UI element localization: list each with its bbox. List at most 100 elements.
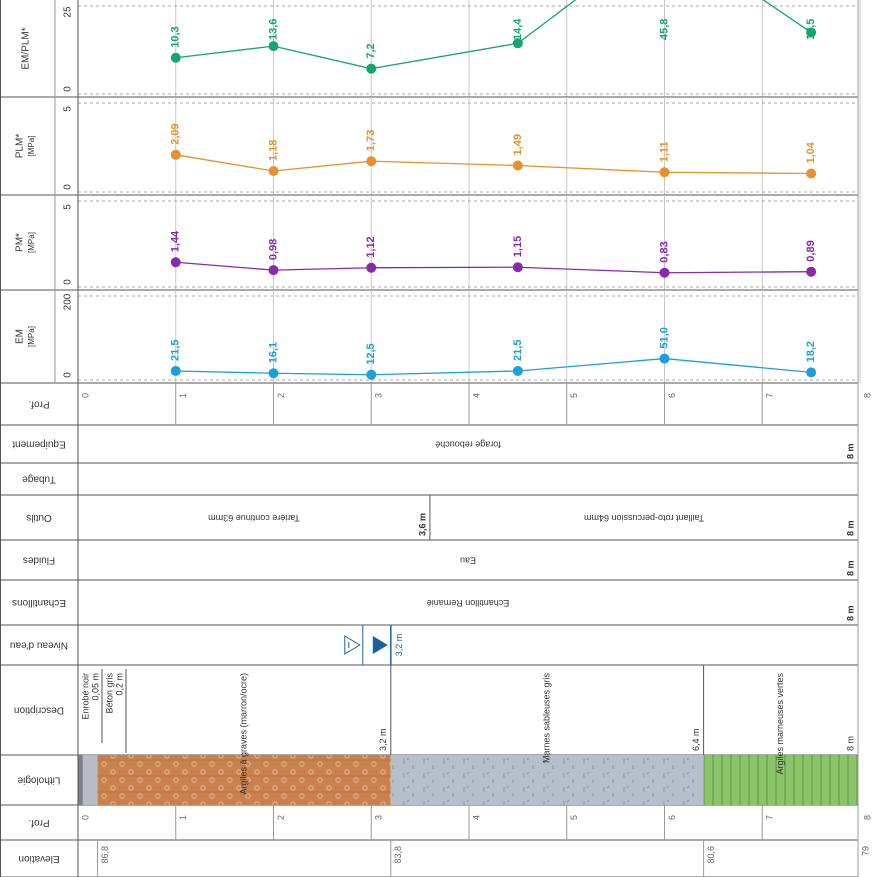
depth-tick-label: 8 bbox=[862, 393, 872, 398]
depth-tick-label: 0 bbox=[80, 815, 90, 820]
depth-tick-label: 8 bbox=[862, 815, 872, 820]
data-point bbox=[513, 262, 523, 272]
row-label: Outils bbox=[26, 512, 52, 523]
data-label: 7,2 bbox=[365, 43, 377, 58]
depth-tick-label: 4 bbox=[471, 393, 481, 398]
data-label: 18,2 bbox=[805, 341, 817, 362]
axis-label: PM* bbox=[15, 233, 26, 252]
data-point bbox=[806, 267, 816, 277]
data-label: 0,98 bbox=[267, 239, 279, 260]
layer-name: Marnes sableuses gris bbox=[542, 673, 552, 764]
row-label: Niveau d'eau bbox=[10, 639, 68, 650]
data-point bbox=[366, 64, 376, 74]
depth-tick-label: 0 bbox=[80, 393, 90, 398]
data-label: 1,49 bbox=[512, 134, 524, 155]
axis-unit: [MPa] bbox=[27, 326, 36, 347]
segment-end-label: 8 m bbox=[845, 520, 855, 536]
data-label: 0,83 bbox=[658, 241, 670, 262]
layer-depth: 0,2 m bbox=[114, 673, 124, 696]
data-point bbox=[513, 366, 523, 376]
segment-text: Echantillon Remanié bbox=[427, 598, 510, 608]
row-label: Prof. bbox=[28, 817, 49, 828]
depth-tick-label: 3 bbox=[374, 393, 384, 398]
depth-tick-label: 7 bbox=[765, 393, 775, 398]
data-label: 12,5 bbox=[365, 343, 377, 364]
data-label: 2,09 bbox=[170, 123, 182, 144]
data-label: 1,18 bbox=[267, 140, 279, 161]
depth-tick-label: 4 bbox=[471, 815, 481, 820]
layer-name: Argiles marneuses vertes bbox=[775, 673, 785, 775]
data-label: 0,89 bbox=[805, 240, 817, 261]
segment-end-label: 3,6 m bbox=[417, 513, 427, 536]
y-tick-label: 0 bbox=[63, 86, 74, 92]
row-label: Echantillons bbox=[12, 597, 66, 608]
data-label: 1,12 bbox=[365, 236, 377, 257]
row-label: Equipement bbox=[12, 438, 66, 449]
data-point bbox=[171, 150, 181, 160]
elevation-label: 80,6 bbox=[706, 846, 716, 864]
data-point bbox=[806, 168, 816, 178]
data-point bbox=[366, 263, 376, 273]
layer-depth: 6,4 m bbox=[691, 728, 701, 751]
axis-unit: [MPa] bbox=[27, 232, 36, 253]
row-label: Fluides bbox=[23, 554, 55, 565]
axis-label: EM/PLM* bbox=[21, 27, 32, 69]
data-label: 17,5 bbox=[805, 19, 817, 40]
data-label: 16,1 bbox=[267, 342, 279, 363]
litho-layer bbox=[78, 755, 83, 805]
layer-name: Enrobé noir bbox=[80, 673, 90, 720]
elevation-label: 86,8 bbox=[100, 846, 110, 864]
page: {"chart_data": [ {"type": "line", "ylabe… bbox=[0, 0, 875, 877]
segment-text: forage rebouché bbox=[435, 440, 501, 450]
depth-tick-label: 1 bbox=[178, 393, 188, 398]
data-point bbox=[269, 368, 279, 378]
layer-depth: 0,05 m bbox=[90, 673, 100, 701]
depth-tick-label: 5 bbox=[569, 393, 579, 398]
layer-depth: 3,2 m bbox=[378, 728, 388, 751]
y-tick-label: 0 bbox=[63, 372, 74, 378]
row-label: Tubage bbox=[22, 473, 56, 484]
y-tick-label: 5 bbox=[63, 106, 74, 112]
data-point bbox=[171, 366, 181, 376]
data-label: 1,11 bbox=[658, 141, 670, 162]
litho-layer bbox=[83, 755, 98, 805]
data-label: 51,0 bbox=[658, 327, 670, 348]
axis-unit: [MPa] bbox=[27, 136, 36, 157]
data-point bbox=[171, 257, 181, 267]
data-label: 13,6 bbox=[267, 19, 279, 40]
log-sheet: EM/PLM*02510,313,67,214,445,817,5PLM*[MP… bbox=[0, 0, 875, 877]
data-point bbox=[269, 41, 279, 51]
depth-tick-label: 5 bbox=[569, 815, 579, 820]
row-label: Elevation bbox=[18, 853, 59, 864]
layer-name: Argiles à graves (marron/ocre) bbox=[239, 673, 249, 795]
data-label: 10,3 bbox=[170, 26, 182, 47]
data-point bbox=[806, 367, 816, 377]
row-label: Prof. bbox=[28, 398, 49, 409]
water-symbol bbox=[373, 636, 388, 654]
data-point bbox=[366, 156, 376, 166]
depth-tick-label: 6 bbox=[667, 815, 677, 820]
data-point bbox=[171, 53, 181, 63]
data-label: 1,73 bbox=[365, 130, 377, 151]
depth-tick-label: 6 bbox=[667, 393, 677, 398]
data-point bbox=[660, 354, 670, 364]
depth-tick-label: 3 bbox=[374, 815, 384, 820]
data-point bbox=[513, 160, 523, 170]
y-tick-label: 25 bbox=[63, 6, 74, 18]
segment-end-label: 8 m bbox=[845, 443, 855, 459]
row-label: Description bbox=[14, 704, 64, 715]
row-label: Lithologie bbox=[17, 774, 60, 785]
data-label: 21,5 bbox=[512, 340, 524, 361]
segment-text: Eau bbox=[460, 556, 476, 566]
water-level-label: 3,2 m bbox=[394, 634, 404, 657]
data-point bbox=[660, 268, 670, 278]
depth-tick-label: 2 bbox=[276, 393, 286, 398]
depth-tick-label: 1 bbox=[178, 815, 188, 820]
data-point bbox=[269, 166, 279, 176]
axis-label: PLM* bbox=[15, 134, 26, 159]
y-tick-label: 200 bbox=[63, 293, 74, 310]
axis-label: EM bbox=[15, 329, 26, 344]
segment-text: Taillant roto-percussion 64mm bbox=[584, 513, 704, 523]
segment-text: Tarière continue 63mm bbox=[208, 513, 300, 523]
y-tick-label: 0 bbox=[63, 279, 74, 285]
